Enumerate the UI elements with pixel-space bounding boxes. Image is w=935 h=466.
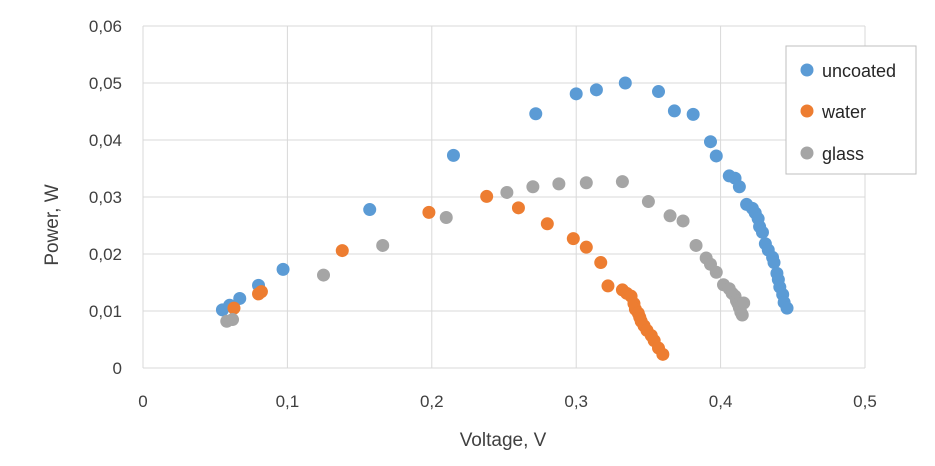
data-point-uncoated	[618, 76, 632, 90]
data-point-uncoated	[732, 180, 746, 194]
data-point-glass	[737, 296, 751, 310]
data-point-glass	[376, 238, 390, 252]
y-tick-label: 0	[113, 359, 122, 378]
y-axis: 0 0,01 0,02 0,03 0,04 0,05 0,06	[89, 17, 122, 378]
data-point-glass	[676, 214, 690, 228]
data-point-uncoated	[709, 149, 723, 163]
gridlines	[142, 25, 866, 369]
data-point-water	[579, 240, 593, 254]
data-point-water	[540, 217, 554, 231]
data-point-uncoated	[233, 291, 247, 305]
data-point-uncoated	[589, 83, 603, 97]
data-point-glass	[735, 308, 749, 322]
data-point-uncoated	[703, 135, 717, 149]
legend-marker-uncoated	[800, 63, 814, 77]
data-point-glass	[689, 238, 703, 252]
series-water	[227, 189, 670, 361]
x-tick-label: 0,3	[564, 392, 588, 411]
data-point-uncoated	[780, 301, 794, 315]
series-uncoated	[215, 76, 794, 317]
x-tick-label: 0,2	[420, 392, 444, 411]
data-point-uncoated	[767, 256, 781, 270]
data-point-glass	[317, 268, 330, 282]
data-point-glass	[226, 313, 240, 327]
series-glass	[220, 175, 751, 328]
legend-label-uncoated: uncoated	[822, 61, 896, 81]
data-point-uncoated	[529, 107, 543, 121]
data-point-water	[594, 256, 608, 270]
data-point-uncoated	[667, 104, 681, 118]
data-point-glass	[552, 177, 566, 191]
data-point-water	[227, 301, 241, 315]
data-point-glass	[579, 176, 593, 190]
data-point-glass	[663, 209, 677, 223]
data-point-water	[422, 205, 436, 219]
x-tick-label: 0,5	[853, 392, 877, 411]
y-tick-label: 0,03	[89, 188, 122, 207]
data-point-uncoated	[755, 225, 769, 239]
data-point-glass	[526, 180, 540, 194]
data-point-uncoated	[569, 87, 583, 101]
data-point-uncoated	[652, 85, 666, 99]
data-point-glass	[500, 185, 514, 199]
data-point-water	[601, 279, 615, 293]
y-tick-label: 0,04	[89, 131, 122, 150]
data-point-water	[656, 347, 670, 361]
data-point-water	[254, 285, 268, 299]
legend-marker-glass	[800, 146, 814, 160]
data-point-water	[511, 201, 525, 215]
legend: uncoated water glass	[785, 45, 917, 175]
data-point-water	[480, 189, 494, 203]
data-point-water	[566, 232, 580, 246]
x-axis: 0 0,1 0,2 0,3 0,4 0,5	[138, 392, 877, 411]
data-point-uncoated	[686, 107, 700, 121]
legend-marker-water	[800, 104, 814, 118]
x-tick-label: 0	[138, 392, 147, 411]
y-tick-label: 0,05	[89, 74, 122, 93]
data-point-uncoated	[363, 203, 377, 217]
data-point-glass	[709, 265, 723, 279]
x-tick-label: 0,4	[709, 392, 733, 411]
data-point-glass	[439, 211, 453, 225]
legend-label-glass: glass	[822, 144, 864, 164]
data-point-water	[335, 244, 349, 258]
y-axis-title: Power, W	[42, 184, 63, 265]
data-point-glass	[641, 195, 655, 209]
data-point-uncoated	[446, 148, 460, 162]
y-tick-label: 0,06	[89, 17, 122, 36]
x-axis-title: Voltage, V	[460, 430, 547, 451]
legend-label-water: water	[821, 102, 866, 122]
data-points	[215, 76, 794, 361]
data-point-uncoated	[276, 262, 290, 276]
y-tick-label: 0,01	[89, 302, 122, 321]
x-tick-label: 0,1	[276, 392, 300, 411]
data-point-glass	[615, 175, 629, 189]
y-tick-label: 0,02	[89, 245, 122, 264]
